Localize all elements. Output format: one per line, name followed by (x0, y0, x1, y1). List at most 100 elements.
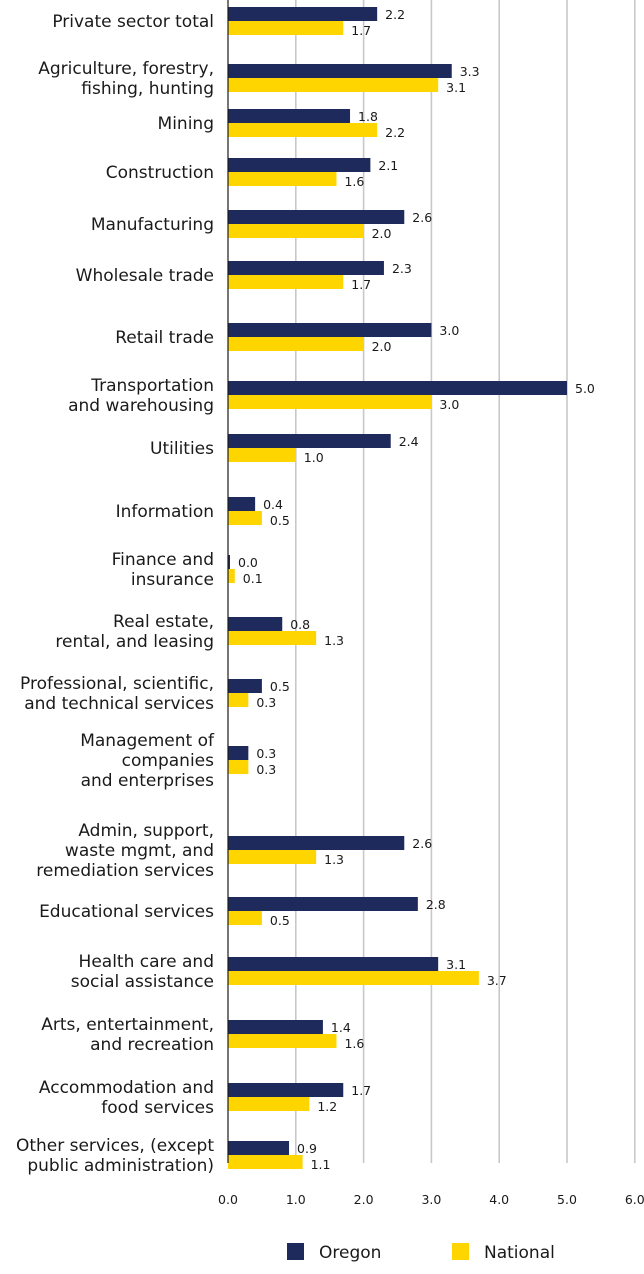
legend-swatch (287, 1243, 304, 1260)
bar-national (228, 448, 296, 462)
value-label-national: 1.1 (311, 1157, 331, 1172)
bar-oregon (228, 957, 439, 971)
value-label-national: 0.5 (270, 913, 290, 928)
value-label-oregon: 0.5 (270, 679, 290, 694)
value-label-oregon: 2.8 (426, 897, 446, 912)
bar-oregon (228, 7, 378, 21)
value-label-oregon: 0.4 (263, 497, 283, 512)
category-label: Agriculture, forestry, fishing, hunting (38, 59, 214, 99)
x-tick-label: 1.0 (286, 1192, 306, 1207)
value-label-national: 2.0 (372, 339, 392, 354)
value-label-national: 3.0 (439, 397, 459, 412)
bar-national (228, 275, 344, 289)
bar-national (228, 511, 262, 525)
value-label-national: 3.1 (446, 80, 466, 95)
bar-oregon (228, 555, 230, 569)
bar-national (228, 395, 432, 409)
value-label-oregon: 2.2 (385, 7, 405, 22)
value-label-national: 3.7 (487, 973, 507, 988)
value-label-national: 0.3 (256, 762, 276, 777)
x-tick-label: 5.0 (557, 1192, 577, 1207)
value-label-oregon: 0.9 (297, 1141, 317, 1156)
value-label-national: 0.5 (270, 513, 290, 528)
category-label: Information (116, 502, 214, 522)
category-label: Educational services (39, 902, 214, 922)
bar-oregon (228, 323, 432, 337)
bar-oregon (228, 434, 391, 448)
bar-national (228, 123, 378, 137)
bars: 2.21.73.33.11.82.22.11.62.62.02.31.73.02… (228, 7, 595, 1172)
category-label: Other services, (except public administra… (16, 1136, 214, 1176)
value-label-oregon: 3.0 (439, 323, 459, 338)
value-label-oregon: 0.8 (290, 617, 310, 632)
value-label-national: 1.0 (304, 450, 324, 465)
bar-oregon (228, 109, 351, 123)
category-label: Real estate, rental, and leasing (55, 612, 214, 652)
category-label: Retail trade (115, 328, 214, 348)
category-labels: Private sector total Agriculture, forestr… (16, 12, 215, 1176)
x-tick-label: 3.0 (421, 1192, 441, 1207)
x-tick-label: 4.0 (489, 1192, 509, 1207)
category-label: Professional, scientific, and technical s… (20, 674, 214, 714)
bar-oregon (228, 64, 452, 78)
bar-oregon (228, 679, 262, 693)
x-tick-label: 2.0 (354, 1192, 374, 1207)
bar-national (228, 21, 344, 35)
value-label-national: 0.3 (256, 695, 276, 710)
bar-oregon (228, 158, 371, 172)
category-label: Utilities (150, 439, 214, 459)
value-label-oregon: 1.7 (351, 1083, 371, 1098)
bar-national (228, 172, 337, 186)
category-label: Arts, entertainment, and recreation (41, 1015, 214, 1055)
value-label-national: 2.0 (372, 226, 392, 241)
value-label-oregon: 3.1 (446, 957, 466, 972)
value-label-national: 1.3 (324, 852, 344, 867)
value-label-national: 1.7 (351, 23, 371, 38)
category-label: Finance and insurance (112, 550, 214, 590)
value-label-national: 0.1 (243, 571, 263, 586)
bar-national (228, 78, 439, 92)
category-label: Wholesale trade (76, 266, 214, 286)
category-label: Admin, support, waste mgmt, and remediatio… (36, 821, 214, 881)
value-label-oregon: 2.3 (392, 261, 412, 276)
value-label-oregon: 1.8 (358, 109, 378, 124)
bar-oregon (228, 746, 249, 760)
bar-national (228, 760, 249, 774)
bar-oregon (228, 836, 405, 850)
bar-oregon (228, 497, 256, 511)
bar-national (228, 1155, 303, 1169)
category-label: Mining (158, 114, 214, 134)
bar-national (228, 1034, 337, 1048)
value-label-national: 1.6 (344, 174, 364, 189)
value-label-oregon: 0.3 (256, 746, 276, 761)
category-label: Accommodation and food services (39, 1078, 214, 1118)
value-label-national: 1.3 (324, 633, 344, 648)
value-label-national: 1.6 (344, 1036, 364, 1051)
value-label-oregon: 2.4 (399, 434, 419, 449)
bar-national (228, 337, 364, 351)
category-label: Health care and social assistance (71, 952, 214, 992)
bar-national (228, 971, 479, 985)
bar-oregon (228, 381, 567, 395)
category-label: Manufacturing (91, 215, 214, 235)
bar-national (228, 911, 262, 925)
bar-oregon (228, 617, 283, 631)
legend-label: Oregon (319, 1243, 381, 1263)
value-label-oregon: 3.3 (460, 64, 480, 79)
value-label-oregon: 2.1 (378, 158, 398, 173)
category-label: Construction (106, 163, 214, 183)
bar-national (228, 224, 364, 238)
bar-oregon (228, 261, 384, 275)
category-label: Management of companies and enterprises (80, 731, 215, 791)
legend: Oregon National (287, 1243, 555, 1263)
x-tick-label: 6.0 (625, 1192, 644, 1207)
value-label-national: 2.2 (385, 125, 405, 140)
value-label-oregon: 2.6 (412, 210, 432, 225)
bar-national (228, 631, 317, 645)
bar-oregon (228, 1020, 323, 1034)
bar-oregon (228, 1141, 290, 1155)
bar-oregon (228, 210, 405, 224)
value-label-oregon: 5.0 (575, 381, 595, 396)
value-label-national: 1.2 (317, 1099, 337, 1114)
